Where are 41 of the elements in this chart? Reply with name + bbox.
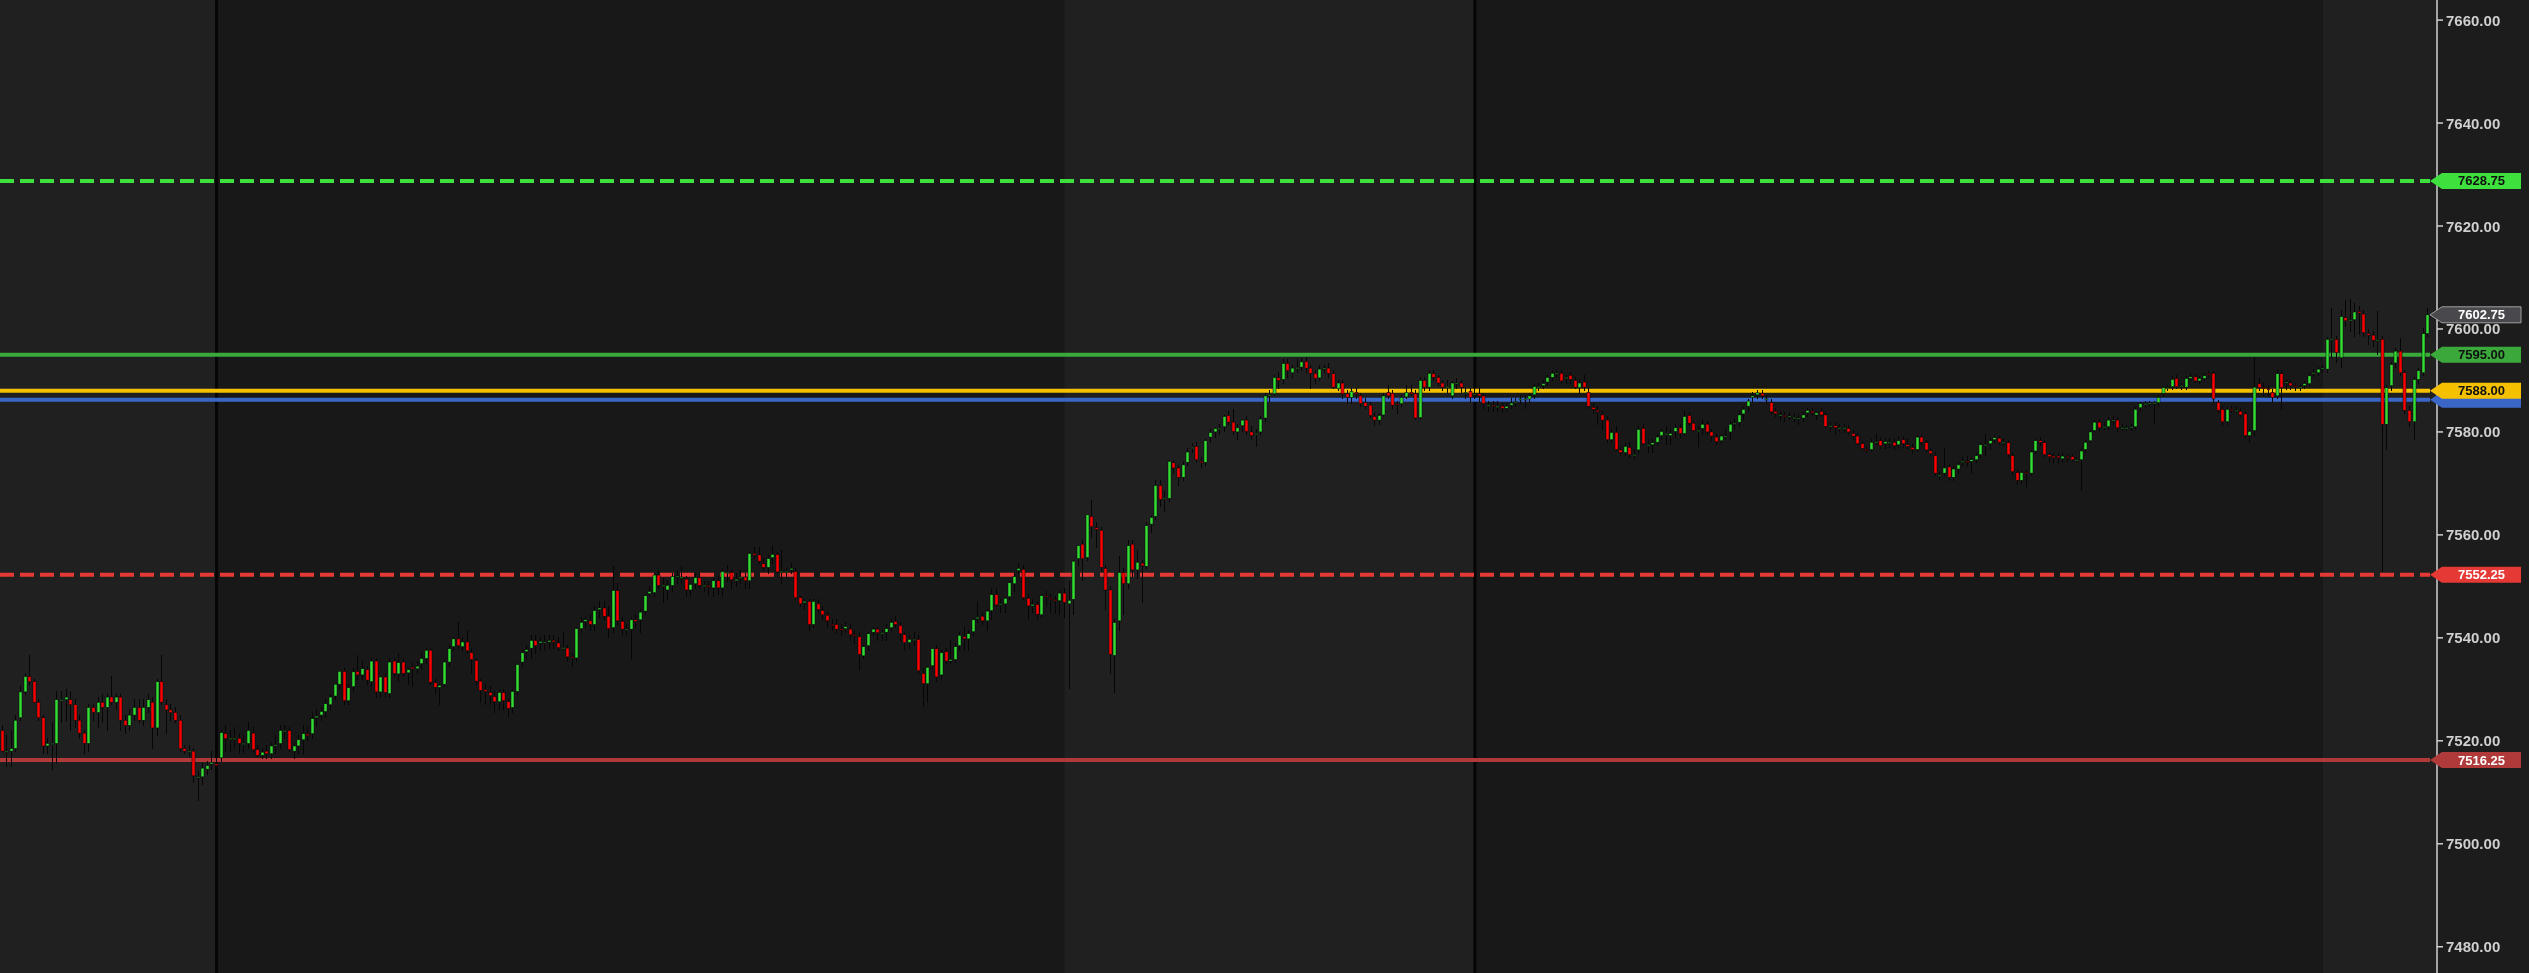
candlestick: [437, 683, 442, 706]
y-tick-label: 7620.00: [2446, 217, 2501, 235]
candlestick: [1076, 544, 1081, 567]
price-tag: 7602.75: [2429, 306, 2522, 324]
candlestick: [966, 629, 971, 652]
candlestick: [1586, 387, 1591, 410]
y-tick-label: 7520.00: [2446, 732, 2501, 750]
y-tick-label: 7540.00: [2446, 629, 2501, 647]
y-tick-label: 7500.00: [2446, 835, 2501, 853]
ref-line-label: 7516.25: [2458, 752, 2505, 768]
candlestick: [656, 570, 661, 590]
candlestick: [1217, 423, 1222, 435]
y-tick-label: 7640.00: [2446, 114, 2501, 132]
candlestick: [1094, 521, 1099, 549]
candlestick: [533, 634, 538, 654]
y-tick-label: 7560.00: [2446, 526, 2501, 544]
candlestick: [925, 665, 930, 703]
ref-line-label: 7552.25: [2458, 567, 2505, 583]
candlestick: [501, 688, 506, 711]
candlestick: [866, 632, 871, 652]
y-tick-label: 7480.00: [2446, 938, 2501, 956]
candlestick: [1203, 439, 1208, 466]
candlestick: [273, 735, 278, 755]
candlestick: [830, 619, 835, 631]
ref-line-label: 7588.00: [2458, 383, 2505, 399]
candlestick: [1933, 452, 1938, 477]
ref-line-label: 7628.75: [2458, 173, 2505, 189]
candlestick: [529, 634, 534, 659]
candlestick: [2361, 310, 2366, 338]
ref-line-label: 7595.00: [2458, 347, 2505, 363]
y-tick-label: 7660.00: [2446, 11, 2501, 29]
candlestick: [1048, 593, 1053, 613]
candlestick: [1495, 400, 1500, 412]
candlestick: [109, 675, 114, 706]
candlestick: [720, 567, 725, 598]
candlestick: [1595, 405, 1600, 425]
price-tag: 7516.25: [2430, 752, 2521, 769]
candlestick: [921, 668, 926, 708]
candlestick: [1728, 421, 1733, 441]
y-tick-label: 7580.00: [2446, 423, 2501, 441]
candlestick: [278, 724, 283, 750]
